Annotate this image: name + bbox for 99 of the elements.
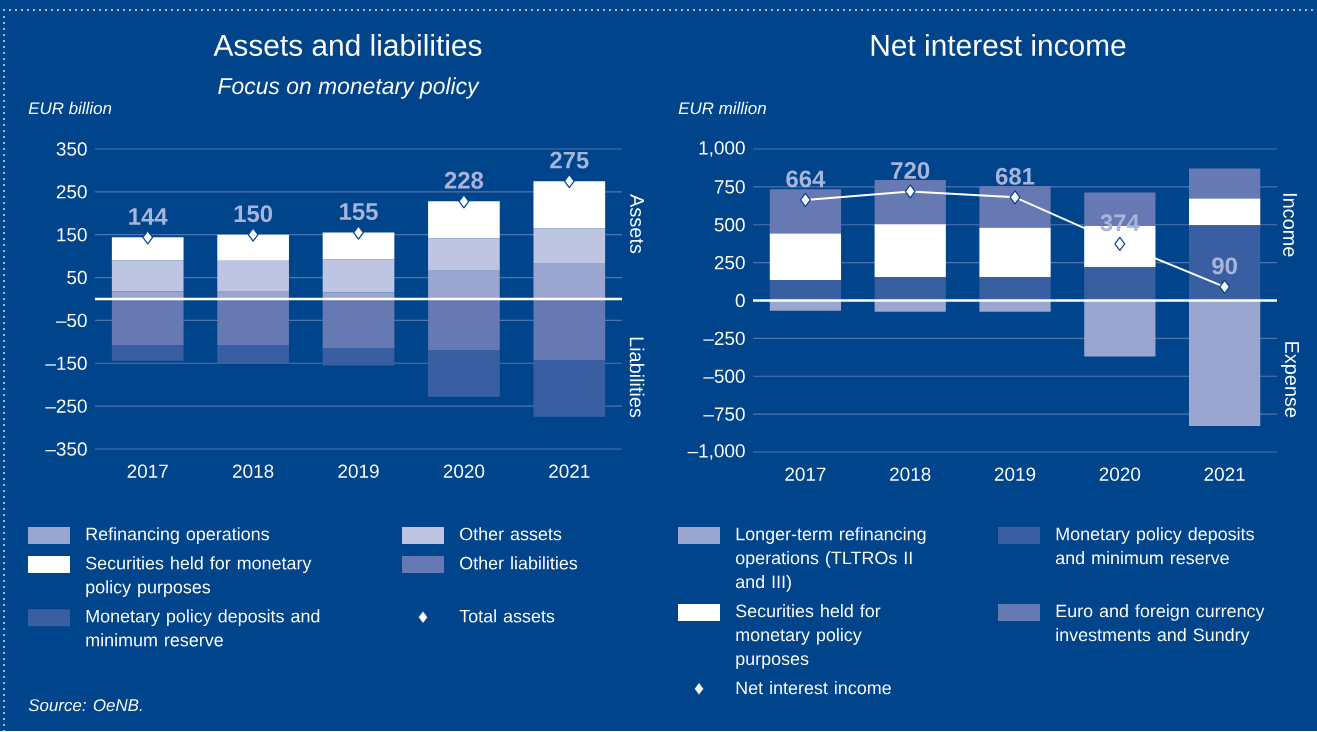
- y-tick-label: 0: [735, 293, 745, 308]
- x-tick-label: 2017: [127, 464, 168, 478]
- legend-label: Other liabilities: [460, 556, 578, 570]
- bar: [322, 348, 395, 366]
- bar: [428, 299, 500, 351]
- chart-title: Assets and liabilities: [213, 34, 482, 57]
- text: Assets: [630, 194, 644, 254]
- y-tick-label: 250: [714, 255, 745, 270]
- bar: [874, 224, 946, 278]
- y-tick-label: 500: [714, 218, 745, 232]
- legend-label: Monetary policy deposits and minimum reserve: [1055, 527, 1254, 565]
- point: [1114, 236, 1126, 251]
- bar: [769, 189, 842, 234]
- y-tick-label: –250: [703, 331, 745, 346]
- bar: [979, 186, 1051, 228]
- bar: [979, 277, 1051, 301]
- bar: [874, 277, 946, 301]
- bar: [1188, 168, 1261, 199]
- point: [247, 227, 259, 242]
- legend-label: Monetary policy deposits and minimum reserve: [86, 609, 320, 647]
- y-tick-label: –500: [703, 369, 745, 383]
- legend-label: Other assets: [460, 527, 562, 541]
- bar: [533, 228, 606, 264]
- y-tick-label: –750: [703, 407, 745, 421]
- y-tick-label: –350: [45, 442, 87, 456]
- point: [563, 174, 575, 189]
- point: [799, 192, 811, 208]
- legend-label: Euro and foreign currency investments and Sundry: [1056, 604, 1265, 645]
- bar: [428, 270, 500, 300]
- legend-label: Total assets: [459, 609, 555, 623]
- x-tick-label: 2020: [443, 464, 485, 478]
- legend-label: Longer-term refinancing operations (TLTROs II and III): [735, 527, 926, 592]
- bar: [874, 180, 946, 225]
- x-tick-label: 2017: [785, 467, 826, 481]
- y-tick-label: –50: [55, 313, 87, 328]
- point: [142, 230, 154, 245]
- y-tick-label: 150: [57, 228, 87, 242]
- legend-label: Securities held for monetary policy purposes: [736, 604, 881, 669]
- legend-label: Refinancing operations: [86, 527, 269, 544]
- data-label: 275: [550, 151, 589, 169]
- y-tick-label: –1,000: [687, 444, 745, 460]
- y-tick-label: 50: [67, 270, 87, 285]
- y-tick-label: 750: [714, 180, 745, 194]
- bar: [111, 345, 184, 361]
- bar: [1084, 300, 1156, 357]
- bar: [217, 260, 289, 292]
- bar: [533, 299, 606, 361]
- bar: [979, 227, 1051, 278]
- data-label: 681: [995, 167, 1035, 185]
- data-label: 150: [234, 205, 273, 223]
- bar: [1188, 198, 1261, 226]
- point: [1219, 279, 1231, 294]
- point: [353, 225, 364, 240]
- text: Expense: [1281, 342, 1299, 418]
- x-tick-label: 2021: [1204, 467, 1245, 481]
- y-tick-label: –150: [45, 356, 87, 371]
- bar: [322, 299, 395, 349]
- data-label: 90: [1212, 257, 1237, 275]
- bar: [322, 259, 395, 293]
- bar: [217, 299, 289, 346]
- data-label: 228: [444, 171, 484, 189]
- y-tick-label: 350: [56, 142, 87, 156]
- x-tick-label: 2018: [233, 464, 274, 478]
- bar: [111, 299, 184, 346]
- data-label: 664: [786, 170, 826, 188]
- x-tick-label: 2019: [994, 467, 1036, 481]
- bar: [428, 238, 500, 271]
- data-label: 720: [891, 162, 930, 179]
- bar: [1188, 225, 1261, 301]
- bar: [111, 260, 184, 292]
- x-tick-label: 2020: [1099, 467, 1141, 481]
- chart-title: Net interest income: [871, 34, 1126, 57]
- bar: [533, 360, 606, 417]
- bar: [1188, 300, 1261, 426]
- data-label: 144: [129, 208, 168, 225]
- point: [458, 194, 470, 209]
- y-tick-label: 1,000: [699, 141, 745, 157]
- x-tick-label: 2021: [549, 464, 590, 478]
- y-tick-label: –250: [45, 399, 87, 413]
- bar: [217, 345, 289, 364]
- source-note: Source: OeNB.: [28, 699, 142, 712]
- point: [904, 184, 916, 199]
- x-tick-label: 2019: [338, 464, 379, 478]
- x-tick-label: 2018: [890, 467, 931, 481]
- data-label: 155: [340, 203, 378, 221]
- point: [1009, 190, 1021, 205]
- bar: [769, 233, 842, 281]
- y-axis-title: EUR billion: [28, 101, 112, 115]
- y-tick-label: 250: [56, 185, 87, 199]
- bar: [1084, 267, 1156, 301]
- legend-label: Securities held for monetary policy purposes: [86, 556, 312, 597]
- text: Liabilities: [629, 337, 645, 418]
- y-axis-title: EUR million: [678, 101, 766, 115]
- legend-label: Net interest income: [736, 681, 891, 695]
- bar: [769, 280, 842, 301]
- bar: [428, 350, 500, 397]
- chart-subtitle: Focus on monetary policy: [218, 77, 480, 99]
- bar: [533, 263, 606, 300]
- text: Income: [1283, 193, 1297, 257]
